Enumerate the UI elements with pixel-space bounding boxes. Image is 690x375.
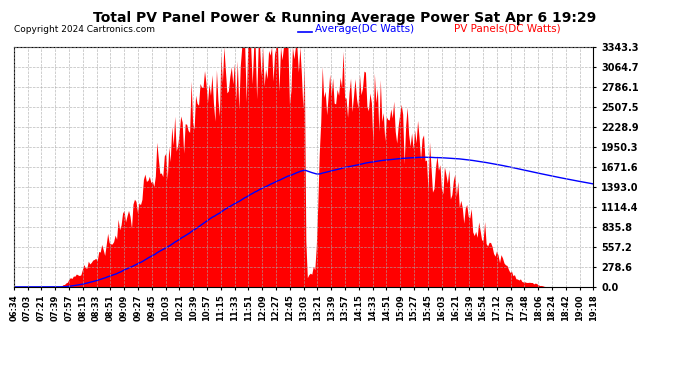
Text: PV Panels(DC Watts): PV Panels(DC Watts): [454, 24, 561, 34]
Text: Copyright 2024 Cartronics.com: Copyright 2024 Cartronics.com: [14, 25, 155, 34]
Text: Average(DC Watts): Average(DC Watts): [315, 24, 414, 34]
Text: Total PV Panel Power & Running Average Power Sat Apr 6 19:29: Total PV Panel Power & Running Average P…: [93, 11, 597, 25]
